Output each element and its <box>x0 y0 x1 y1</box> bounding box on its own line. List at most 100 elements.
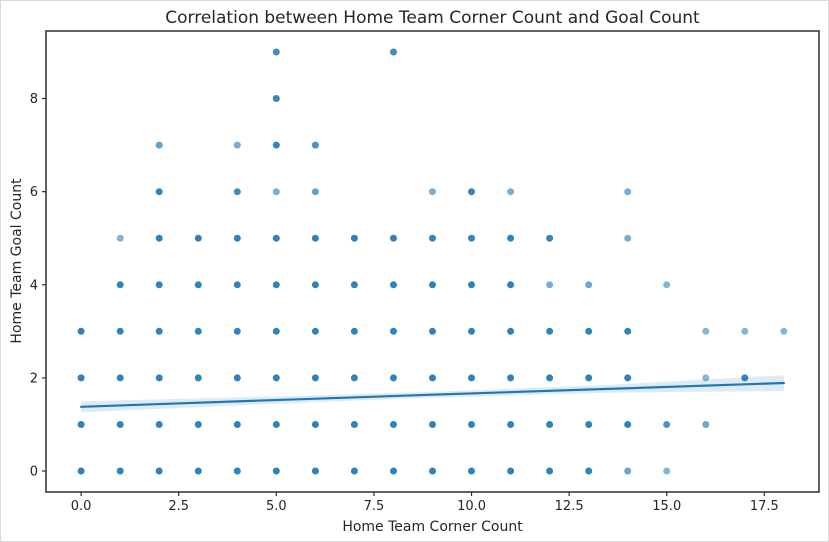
data-point <box>429 281 436 289</box>
data-point <box>429 327 436 335</box>
data-point <box>116 327 124 335</box>
data-point <box>272 188 280 196</box>
data-point <box>272 141 280 149</box>
data-point <box>624 234 632 242</box>
data-point <box>624 374 632 382</box>
data-point <box>155 467 163 475</box>
data-point <box>116 281 124 289</box>
data-point <box>116 234 124 242</box>
data-point <box>429 467 436 475</box>
data-point <box>233 467 241 475</box>
data-point <box>390 374 397 382</box>
y-axis-label: Home Team Goal Count <box>9 178 25 344</box>
data-point <box>272 421 280 428</box>
data-point <box>468 467 475 475</box>
data-point <box>155 421 163 428</box>
data-point <box>350 327 358 335</box>
data-point <box>233 327 241 335</box>
data-point <box>233 421 241 428</box>
data-point <box>233 281 241 289</box>
data-point <box>155 374 163 382</box>
data-point <box>77 327 85 335</box>
data-point <box>585 467 593 475</box>
data-point <box>507 421 515 428</box>
data-point <box>390 281 397 289</box>
data-point <box>194 234 202 242</box>
data-point <box>741 374 749 382</box>
data-point <box>507 467 515 475</box>
data-point <box>507 374 515 382</box>
data-point <box>546 467 554 475</box>
data-point <box>546 281 554 289</box>
data-point <box>233 374 241 382</box>
data-point <box>663 467 671 475</box>
data-point <box>194 421 202 428</box>
data-point <box>585 421 593 428</box>
y-tick-label: 8 <box>30 92 38 107</box>
data-point <box>350 421 358 428</box>
data-point <box>350 467 358 475</box>
data-point <box>311 234 319 242</box>
data-point <box>663 281 671 289</box>
y-tick-label: 2 <box>30 371 38 386</box>
data-point <box>507 188 515 196</box>
data-point <box>311 188 319 196</box>
data-point <box>780 327 788 335</box>
data-point <box>155 234 163 242</box>
data-point <box>311 281 319 289</box>
x-tick-label: 12.5 <box>555 499 584 514</box>
y-tick-label: 4 <box>30 278 38 293</box>
data-point <box>272 467 280 475</box>
data-point <box>155 141 163 149</box>
data-point <box>272 48 280 56</box>
data-point <box>468 188 475 196</box>
data-point <box>468 281 475 289</box>
data-point <box>311 421 319 428</box>
data-point <box>272 374 280 382</box>
data-point <box>233 141 241 149</box>
data-point <box>624 327 632 335</box>
data-point <box>390 421 397 428</box>
data-point <box>546 421 554 428</box>
data-point <box>233 234 241 242</box>
data-point <box>702 374 710 382</box>
x-tick-label: 0.0 <box>71 499 92 514</box>
x-tick-label: 5.0 <box>266 499 287 514</box>
data-point <box>507 281 515 289</box>
data-point <box>77 421 85 428</box>
data-point <box>350 234 358 242</box>
data-point <box>311 467 319 475</box>
chart-title: Correlation between Home Team Corner Cou… <box>165 8 700 28</box>
data-point <box>233 188 241 196</box>
data-point <box>390 467 397 475</box>
data-point <box>155 281 163 289</box>
data-point <box>624 421 632 428</box>
data-point <box>155 188 163 196</box>
data-point <box>429 374 436 382</box>
data-point <box>624 188 632 196</box>
data-point <box>194 467 202 475</box>
data-point <box>194 374 202 382</box>
data-point <box>546 327 554 335</box>
data-point <box>116 421 124 428</box>
data-point <box>116 467 124 475</box>
x-tick-label: 7.5 <box>364 499 385 514</box>
x-axis-label: Home Team Corner Count <box>342 519 523 535</box>
data-point <box>585 281 593 289</box>
data-point <box>390 234 397 242</box>
x-tick-label: 10.0 <box>457 499 486 514</box>
data-point <box>272 95 280 102</box>
data-point <box>194 327 202 335</box>
data-point <box>311 374 319 382</box>
data-point <box>77 467 85 475</box>
data-point <box>585 374 593 382</box>
data-point <box>468 421 475 428</box>
data-point <box>429 234 436 242</box>
x-tick-label: 2.5 <box>168 499 189 514</box>
data-point <box>155 327 163 335</box>
data-point <box>390 48 397 56</box>
data-point <box>624 467 632 475</box>
y-tick-label: 0 <box>30 465 38 480</box>
data-point <box>429 421 436 428</box>
